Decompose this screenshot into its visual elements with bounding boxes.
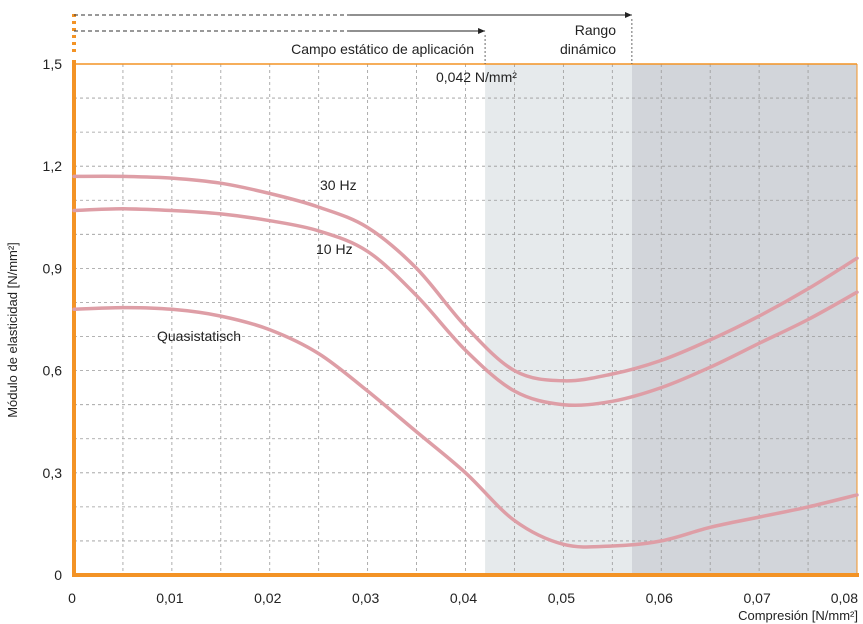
region-band-1 xyxy=(485,64,632,575)
x-tick-label: 0,03 xyxy=(352,590,379,606)
series-label-quasistatisch: Quasistatisch xyxy=(157,328,241,344)
x-tick-label: 0,08 xyxy=(831,590,858,606)
region-dynamic-label-line1: Rango xyxy=(575,22,616,38)
series-label-10hz: 10 Hz xyxy=(316,241,353,257)
tick-labels: 0 0,01 0,02 0,03 0,04 0,05 0,06 0,07 0,08 0 0,3 0,6… xyxy=(43,56,859,606)
y-tick-label: 1,2 xyxy=(43,158,63,174)
y-tick-label: 0,3 xyxy=(43,465,63,481)
x-tick-label: 0,07 xyxy=(744,590,771,606)
region-dynamic-label-line2: dinámico xyxy=(560,41,616,57)
x-tick-label: 0,01 xyxy=(156,590,183,606)
background-bands xyxy=(485,64,857,575)
x-tick-label: 0,02 xyxy=(254,590,281,606)
region-static-label: Campo estático de aplicación xyxy=(291,41,474,57)
y-axis-title: Módulo de elasticidad [N/mm²] xyxy=(5,242,20,418)
y-tick-label: 1,5 xyxy=(43,56,63,72)
y-tick-label: 0,6 xyxy=(43,363,63,379)
x-tick-label: 0,06 xyxy=(646,590,673,606)
x-tick-label: 0 xyxy=(68,590,76,606)
y-tick-label: 0,9 xyxy=(43,260,63,276)
threshold-label: 0,042 N/mm² xyxy=(436,69,517,85)
x-tick-label: 0,05 xyxy=(548,590,575,606)
x-tick-label: 0,04 xyxy=(450,590,477,606)
curves xyxy=(72,174,859,549)
series-label-30hz: 30 Hz xyxy=(320,177,357,193)
series-line-2 xyxy=(72,305,859,549)
axes xyxy=(72,14,859,577)
region-band-2 xyxy=(631,64,857,575)
series-line-1 xyxy=(72,207,859,408)
x-axis-title: Compresión [N/mm²] xyxy=(738,608,858,623)
region-brackets xyxy=(74,12,633,64)
y-tick-label: 0 xyxy=(54,567,62,583)
series-line-0 xyxy=(72,174,859,383)
